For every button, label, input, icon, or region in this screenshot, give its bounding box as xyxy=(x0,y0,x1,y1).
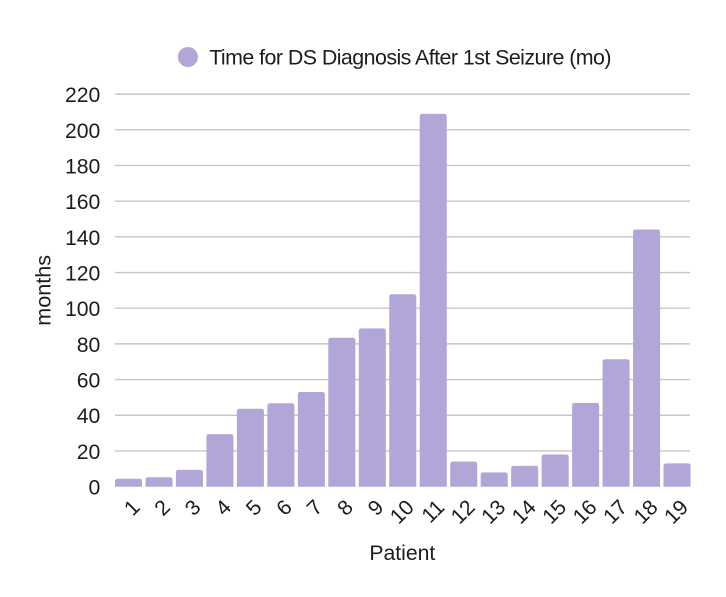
svg-text:200: 200 xyxy=(65,120,100,143)
svg-text:40: 40 xyxy=(77,405,101,428)
svg-text:160: 160 xyxy=(65,191,100,214)
svg-text:Time for DS Diagnosis After 1s: Time for DS Diagnosis After 1st Seizure … xyxy=(209,45,611,69)
svg-text:120: 120 xyxy=(65,263,100,286)
svg-text:140: 140 xyxy=(65,227,100,250)
svg-text:220: 220 xyxy=(65,84,100,107)
svg-text:60: 60 xyxy=(77,370,101,393)
svg-text:80: 80 xyxy=(77,334,101,357)
svg-text:Patient: Patient xyxy=(369,542,435,565)
svg-text:100: 100 xyxy=(65,298,100,321)
svg-text:0: 0 xyxy=(89,477,101,500)
svg-text:months: months xyxy=(30,255,55,326)
svg-text:180: 180 xyxy=(65,155,100,178)
svg-text:20: 20 xyxy=(77,441,101,464)
